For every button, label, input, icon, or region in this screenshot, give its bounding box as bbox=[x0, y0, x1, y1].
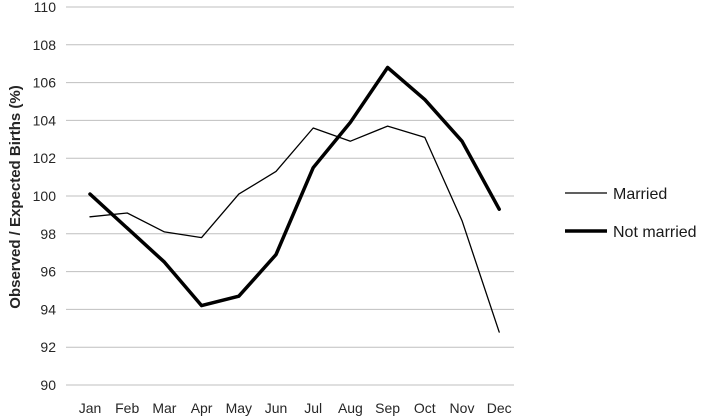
x-tick-label: Jan bbox=[79, 400, 102, 416]
x-tick-label: Apr bbox=[191, 400, 213, 416]
x-tick-label: Nov bbox=[450, 400, 475, 416]
y-tick-label: 96 bbox=[40, 264, 56, 280]
gridlines bbox=[66, 6, 514, 386]
y-tick-label: 92 bbox=[40, 339, 56, 355]
legend-label: Married bbox=[613, 186, 667, 203]
y-tick-label: 100 bbox=[33, 188, 57, 204]
legend: Married Not married bbox=[565, 186, 697, 241]
x-tick-label: Jun bbox=[265, 400, 288, 416]
y-tick-label: 106 bbox=[33, 75, 57, 91]
series-lines bbox=[88, 65, 501, 333]
y-tick-label: 108 bbox=[33, 37, 57, 53]
y-tick-label: 90 bbox=[40, 377, 56, 393]
y-tick-label: 104 bbox=[33, 112, 57, 128]
x-tick-label: Feb bbox=[115, 400, 139, 416]
x-tick-label: Sep bbox=[375, 400, 400, 416]
x-axis-ticks: Jan Feb Mar Apr May Jun Jul Aug Sep Oct Nov Dec bbox=[79, 400, 512, 416]
legend-label: Not married bbox=[613, 224, 697, 241]
x-tick-label: Aug bbox=[338, 400, 363, 416]
x-tick-label: May bbox=[226, 400, 252, 416]
x-tick-label: Oct bbox=[414, 400, 436, 416]
y-axis-ticks: 90 92 94 96 98 100 102 104 106 108 110 bbox=[33, 0, 57, 393]
series-line-not-married bbox=[88, 65, 501, 308]
x-tick-label: Jul bbox=[304, 400, 322, 416]
y-tick-label: 102 bbox=[33, 150, 57, 166]
series-line-married bbox=[89, 125, 500, 333]
y-axis-title: Observed / Expected Births (%) bbox=[7, 85, 24, 308]
x-tick-label: Dec bbox=[487, 400, 512, 416]
y-tick-label: 94 bbox=[40, 301, 56, 317]
x-tick-label: Mar bbox=[152, 400, 176, 416]
y-tick-label: 110 bbox=[34, 0, 57, 15]
y-tick-label: 98 bbox=[40, 226, 56, 242]
